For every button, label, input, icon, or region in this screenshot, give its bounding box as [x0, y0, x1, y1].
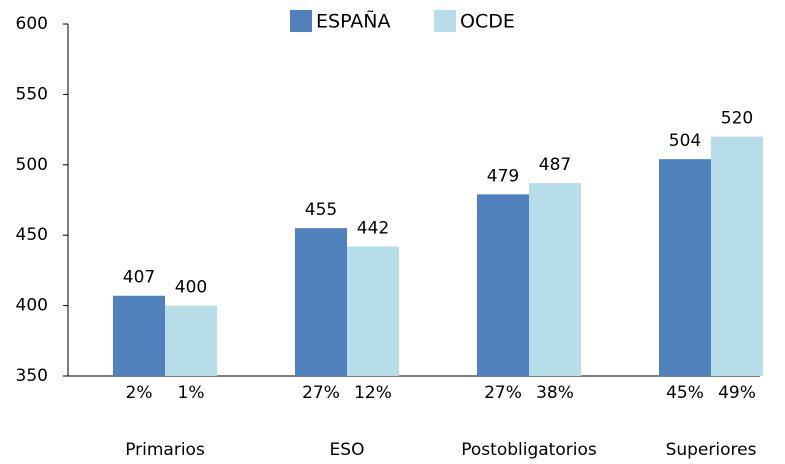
bar — [711, 136, 763, 376]
value-label: 487 — [539, 155, 571, 175]
bar — [295, 228, 347, 376]
value-label: 504 — [669, 131, 701, 151]
value-label: 442 — [357, 218, 389, 238]
value-label: 400 — [175, 278, 207, 298]
percentage-label: 1% — [178, 383, 205, 403]
y-tick-label: 350 — [16, 366, 48, 386]
y-tick-label: 450 — [16, 225, 48, 245]
percentage-label: 27% — [302, 383, 340, 403]
percentage-label: 27% — [484, 383, 522, 403]
x-tick-label: ESO — [330, 440, 365, 460]
y-tick-label: 400 — [16, 296, 48, 316]
bar — [529, 183, 581, 376]
x-tick-label: Postobligatorios — [461, 440, 597, 460]
y-tick-label: 600 — [16, 14, 48, 34]
percentage-label: 45% — [666, 383, 704, 403]
bar — [347, 246, 399, 376]
percentage-label: 38% — [536, 383, 574, 403]
legend-label: ESPAÑA — [316, 10, 391, 33]
percentage-label: 49% — [718, 383, 756, 403]
bar — [477, 194, 529, 376]
legend-label: OCDE — [460, 11, 515, 33]
value-label: 407 — [123, 268, 155, 288]
legend-swatch — [434, 10, 456, 32]
y-tick-label: 550 — [16, 84, 48, 104]
bar — [165, 305, 217, 376]
legend-swatch — [290, 10, 312, 32]
bar — [659, 159, 711, 376]
percentage-label: 12% — [354, 383, 392, 403]
bar — [113, 295, 165, 376]
x-tick-label: Superiores — [666, 440, 757, 460]
y-tick-label: 500 — [16, 155, 48, 175]
x-tick-label: Primarios — [125, 440, 205, 460]
percentage-label: 2% — [126, 383, 153, 403]
value-label: 455 — [305, 200, 337, 220]
value-label: 479 — [487, 166, 519, 186]
value-label: 520 — [721, 109, 753, 129]
